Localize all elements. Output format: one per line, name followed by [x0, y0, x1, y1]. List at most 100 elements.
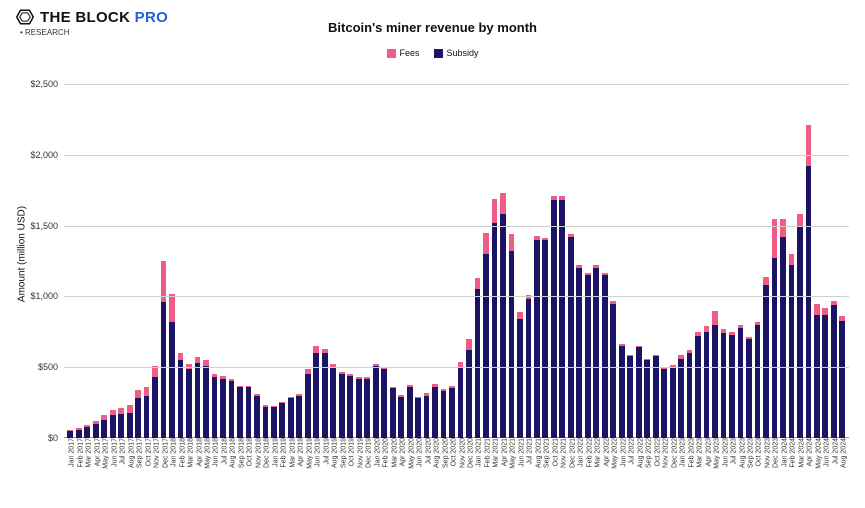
bar-segment-subsidy: [118, 414, 124, 438]
chart-container: THE BLOCK PRO RESEARCH Bitcoin's miner r…: [0, 0, 865, 508]
bar-slot: Oct 2019: [346, 70, 354, 438]
bar-stack: [229, 70, 235, 438]
bar-segment-subsidy: [152, 377, 158, 438]
bar-segment-subsidy: [610, 304, 616, 438]
bar-slot: Jan 2021: [473, 70, 481, 438]
bar-segment-subsidy: [619, 346, 625, 438]
bar-segment-subsidy: [517, 319, 523, 438]
bar-stack: [84, 70, 90, 438]
bar-slot: Mar 2017: [83, 70, 91, 438]
bar-stack: [704, 70, 710, 438]
bar-segment-fees: [492, 199, 498, 223]
brand-word-b: PRO: [135, 9, 168, 26]
bar-segment-subsidy: [814, 315, 820, 438]
bar-segment-subsidy: [585, 275, 591, 438]
bar-stack: [161, 70, 167, 438]
bar-segment-subsidy: [755, 325, 761, 438]
brand-word-a: THE BLOCK: [40, 9, 130, 26]
bar-group: Jan 2017Feb 2017Mar 2017Apr 2017May 2017…: [64, 70, 849, 438]
bar-stack: [288, 70, 294, 438]
bar-stack: [712, 70, 718, 438]
bar-stack: [93, 70, 99, 438]
bar-segment-fees: [712, 311, 718, 325]
bar-stack: [475, 70, 481, 438]
bar-segment-fees: [127, 405, 133, 412]
bar-segment-subsidy: [534, 240, 540, 438]
bar-segment-fees: [135, 390, 141, 398]
bar-slot: Oct 2017: [142, 70, 150, 438]
bar-segment-subsidy: [492, 223, 498, 438]
bar-stack: [127, 70, 133, 438]
bar-segment-subsidy: [653, 356, 659, 438]
bar-stack: [627, 70, 633, 438]
bar-stack: [822, 70, 828, 438]
bar-slot: Sep 2022: [643, 70, 651, 438]
brand-name: THE BLOCK PRO: [40, 9, 168, 26]
y-tick-label: $2,000: [14, 150, 58, 160]
bar-stack: [101, 70, 107, 438]
bar-segment-fees: [814, 304, 820, 315]
bar-segment-subsidy: [203, 366, 209, 438]
bar-segment-subsidy: [466, 350, 472, 438]
bar-slot: Apr 2017: [91, 70, 99, 438]
bar-slot: Dec 2017: [159, 70, 167, 438]
bar-slot: Oct 2021: [550, 70, 558, 438]
bar-stack: [296, 70, 302, 438]
bar-segment-subsidy: [364, 379, 370, 438]
bar-segment-subsidy: [161, 302, 167, 438]
legend-item-fees: Fees: [386, 48, 419, 58]
bar-slot: Nov 2023: [762, 70, 770, 438]
bar-stack: [687, 70, 693, 438]
chart-title: Bitcoin's miner revenue by month: [328, 20, 537, 35]
bar-segment-subsidy: [839, 321, 845, 438]
bar-stack: [509, 70, 515, 438]
bar-segment-subsidy: [509, 251, 515, 438]
bar-stack: [729, 70, 735, 438]
bar-slot: Jan 2019: [270, 70, 278, 438]
bar-slot: Jan 2017: [66, 70, 74, 438]
bar-slot: Dec 2018: [261, 70, 269, 438]
bar-stack: [195, 70, 201, 438]
bar-stack: [169, 70, 175, 438]
bar-segment-subsidy: [101, 420, 107, 438]
bar-stack: [644, 70, 650, 438]
bar-segment-subsidy: [330, 367, 336, 438]
bar-segment-subsidy: [127, 413, 133, 438]
bar-stack: [246, 70, 252, 438]
gridline: [64, 226, 849, 227]
bar-stack: [610, 70, 616, 438]
bar-segment-fees: [483, 233, 489, 254]
bar-stack: [661, 70, 667, 438]
bar-stack: [755, 70, 761, 438]
bar-slot: Aug 2017: [125, 70, 133, 438]
bar-stack: [381, 70, 387, 438]
y-tick-label: $1,500: [14, 221, 58, 231]
bar-stack: [330, 70, 336, 438]
bar-slot: Feb 2017: [74, 70, 82, 438]
bar-slot: Mar 2018: [185, 70, 193, 438]
bar-segment-subsidy: [186, 369, 192, 438]
bar-slot: Feb 2022: [584, 70, 592, 438]
bar-stack: [432, 70, 438, 438]
bar-stack: [797, 70, 803, 438]
bar-slot: Jun 2019: [312, 70, 320, 438]
bar-slot: Sep 2023: [745, 70, 753, 438]
bar-segment-subsidy: [229, 381, 235, 438]
bar-slot: Jun 2023: [719, 70, 727, 438]
bar-stack: [152, 70, 158, 438]
bar-slot: Oct 2020: [448, 70, 456, 438]
bar-segment-fees: [822, 308, 828, 315]
bar-stack: [636, 70, 642, 438]
bar-segment-subsidy: [296, 396, 302, 438]
gridline: [64, 84, 849, 85]
bar-segment-subsidy: [551, 200, 557, 438]
bar-slot: Dec 2022: [668, 70, 676, 438]
bar-slot: May 2020: [405, 70, 413, 438]
bar-segment-subsidy: [322, 353, 328, 438]
bar-stack: [237, 70, 243, 438]
bar-stack: [466, 70, 472, 438]
bar-slot: Apr 2021: [499, 70, 507, 438]
bar-segment-fees: [797, 214, 803, 225]
bar-slot: May 2019: [304, 70, 312, 438]
bar-stack: [441, 70, 447, 438]
